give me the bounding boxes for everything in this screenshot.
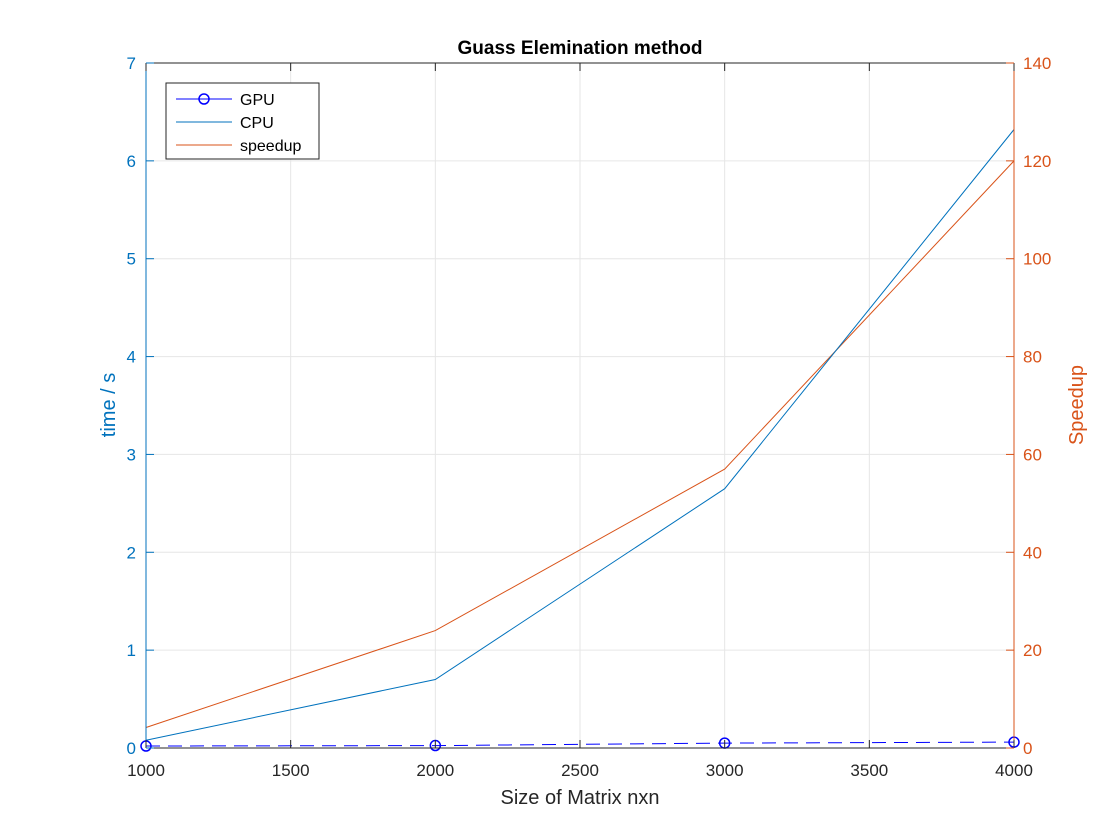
right-y-tick-label: 40 bbox=[1023, 543, 1042, 562]
left-y-axis-title: time / s bbox=[98, 373, 120, 437]
left-y-tick-label: 3 bbox=[127, 445, 136, 464]
legend-item-speedup: speedup bbox=[176, 138, 301, 155]
legend-marker-gpu bbox=[198, 93, 210, 105]
x-tick-label: 3500 bbox=[850, 761, 888, 780]
legend-item-gpu: GPU bbox=[176, 92, 275, 109]
x-tick-label: 4000 bbox=[995, 761, 1033, 780]
x-ticks: 1000 1500 2000 2500 3000 3500 4000 bbox=[127, 63, 1033, 780]
right-y-tick-label: 140 bbox=[1023, 54, 1051, 73]
right-y-tick-label: 60 bbox=[1023, 445, 1042, 464]
x-tick-label: 2500 bbox=[561, 761, 599, 780]
legend: GPU CPU speedup bbox=[165, 82, 320, 160]
legend-label-gpu: GPU bbox=[240, 92, 275, 109]
right-y-ticks: 0 20 40 60 80 100 120 140 bbox=[1006, 54, 1051, 758]
left-y-tick-label: 4 bbox=[127, 348, 136, 367]
x-tick-label: 1500 bbox=[272, 761, 310, 780]
right-y-axis-title: Speedup bbox=[1066, 365, 1088, 445]
left-y-tick-label: 7 bbox=[127, 54, 136, 73]
legend-label-cpu: CPU bbox=[240, 115, 274, 132]
left-y-tick-label: 0 bbox=[127, 739, 136, 758]
left-y-tick-label: 5 bbox=[127, 250, 136, 269]
left-y-tick-label: 6 bbox=[127, 152, 136, 171]
x-tick-label: 1000 bbox=[127, 761, 165, 780]
right-y-tick-label: 20 bbox=[1023, 641, 1042, 660]
right-y-tick-label: 0 bbox=[1023, 739, 1032, 758]
right-y-tick-label: 100 bbox=[1023, 250, 1051, 269]
left-y-tick-label: 2 bbox=[127, 543, 136, 562]
series-line-cpu bbox=[145, 129, 1015, 741]
legend-item-cpu: CPU bbox=[176, 115, 274, 132]
chart-title: Guass Elemination method bbox=[458, 38, 703, 59]
legend-box bbox=[165, 82, 320, 160]
legend-label-speedup: speedup bbox=[240, 138, 301, 155]
right-y-tick-label: 80 bbox=[1023, 348, 1042, 367]
right-y-tick-label: 120 bbox=[1023, 152, 1051, 171]
x-axis-title: Size of Matrix nxn bbox=[501, 787, 660, 809]
left-y-ticks: 0 1 2 3 4 5 6 7 bbox=[127, 54, 154, 758]
left-y-tick-label: 1 bbox=[127, 641, 136, 660]
series-line-speedup bbox=[145, 160, 1015, 728]
x-tick-label: 3000 bbox=[706, 761, 744, 780]
x-tick-label: 2000 bbox=[416, 761, 454, 780]
